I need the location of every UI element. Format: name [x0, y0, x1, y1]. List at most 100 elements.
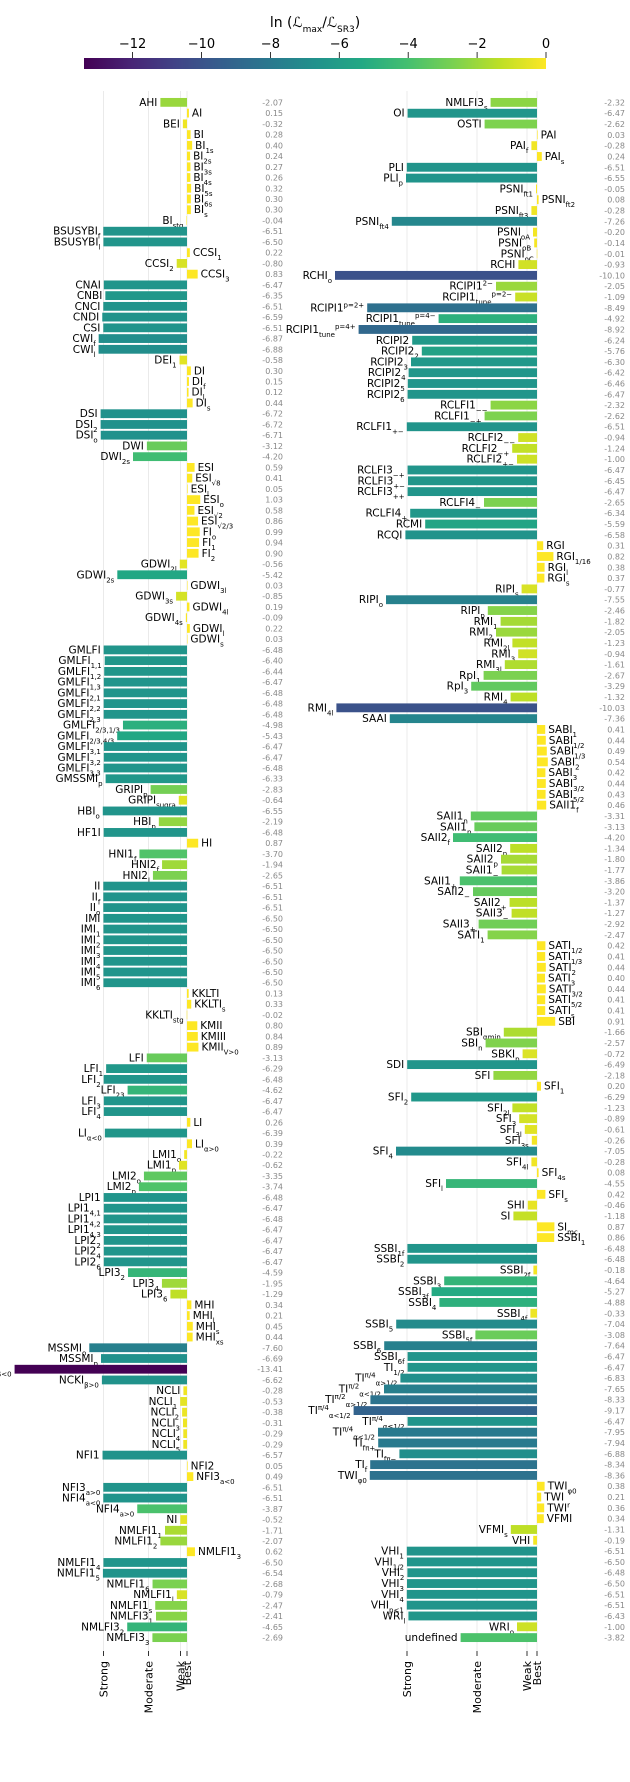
value-label: -1.61 — [604, 661, 625, 670]
value-label: 0.21 — [607, 1493, 625, 1502]
value-label: -6.47 — [604, 488, 625, 497]
value-label: -6.50 — [262, 925, 283, 934]
value-label: -6.51 — [262, 904, 283, 913]
bar — [537, 573, 545, 583]
value-label: -0.19 — [604, 1536, 625, 1545]
value-label: -8.36 — [604, 1471, 625, 1480]
bar — [510, 692, 537, 702]
bar — [537, 746, 547, 756]
category-label: RMI4l — [308, 702, 334, 717]
category-label: CCSI1 — [193, 247, 222, 262]
value-label: -1.27 — [604, 909, 625, 918]
category-label: SATIs — [548, 1005, 575, 1020]
category-label: RCLFI2−− — [468, 432, 516, 447]
value-label: -6.48 — [604, 1569, 625, 1578]
value-label: -3.82 — [604, 1634, 625, 1643]
bar — [152, 1633, 187, 1643]
bar — [478, 919, 537, 929]
bar — [537, 952, 546, 961]
value-label: 0.49 — [265, 1473, 283, 1482]
category-label: WRIo — [489, 1621, 514, 1636]
value-label: -1.23 — [604, 639, 625, 648]
bar — [400, 1373, 537, 1383]
bar — [412, 335, 537, 345]
value-label: 0.82 — [607, 552, 625, 561]
bar — [537, 768, 546, 778]
value-label: -0.33 — [604, 1309, 625, 1318]
bar — [98, 334, 187, 343]
category-label: NMLFI15 — [57, 1568, 100, 1583]
value-label: 0.90 — [265, 549, 283, 558]
value-label: -4.64 — [604, 1277, 625, 1286]
value-label: -0.53 — [262, 1397, 283, 1406]
category-label: VHI3 — [381, 1578, 404, 1593]
bar — [187, 151, 191, 161]
value-label: -4.55 — [604, 1180, 625, 1189]
value-label: 0.03 — [607, 131, 625, 140]
bar — [407, 1254, 537, 1264]
category-label: SSBI6 — [353, 1340, 382, 1355]
category-label: OI — [393, 108, 404, 120]
bar — [139, 849, 187, 859]
category-label: NFI3a<0 — [196, 1471, 234, 1486]
category-label: DEI1 — [154, 355, 176, 370]
bar — [537, 995, 546, 1005]
value-label: -6.47 — [604, 1417, 625, 1426]
bar — [537, 1222, 555, 1232]
value-label: -6.48 — [604, 1244, 625, 1253]
value-label: -0.28 — [262, 1387, 283, 1396]
value-label: -6.47 — [262, 678, 283, 687]
value-label: -5.42 — [262, 571, 283, 580]
value-label: -6.51 — [604, 423, 625, 432]
bar — [103, 828, 187, 837]
value-label: -6.29 — [604, 1093, 625, 1102]
value-label: -6.51 — [262, 882, 283, 891]
category-label: KMII — [200, 1020, 222, 1032]
bar — [336, 703, 537, 713]
bar — [103, 892, 187, 902]
value-label: -2.05 — [604, 628, 625, 637]
bar — [102, 312, 187, 322]
value-label: -5.59 — [604, 520, 625, 529]
value-label: -6.51 — [604, 1547, 625, 1556]
bar — [411, 1092, 537, 1102]
value-label: 0.42 — [607, 942, 625, 951]
category-label: CNAI — [75, 279, 100, 291]
bar — [533, 1535, 537, 1545]
category-label: SFI1 — [544, 1081, 564, 1096]
value-label: -6.29 — [262, 1065, 283, 1074]
category-label: DI — [194, 365, 205, 377]
category-label: DSIo — [76, 430, 98, 445]
bar — [152, 1579, 187, 1589]
category-label: SAII1p — [440, 821, 472, 836]
category-label: SSBI3f — [398, 1286, 429, 1301]
category-label: RCLFI1−− — [440, 400, 488, 415]
value-label: 0.84 — [265, 1032, 283, 1041]
value-label: -0.32 — [262, 120, 283, 129]
value-label: -4.20 — [604, 834, 625, 843]
bar — [396, 1319, 537, 1329]
bar — [187, 505, 195, 515]
value-label: -4.88 — [604, 1298, 625, 1307]
value-label: 0.80 — [265, 1022, 283, 1031]
bar — [183, 1439, 187, 1449]
value-label: -6.47 — [262, 1226, 283, 1235]
bar — [165, 1525, 187, 1535]
bar — [537, 725, 546, 734]
value-label: -2.62 — [604, 412, 625, 421]
value-label: -6.47 — [604, 466, 625, 475]
category-label: GDWIs — [190, 634, 224, 649]
value-label: -0.52 — [262, 1516, 283, 1525]
bar — [162, 860, 187, 870]
value-label: -6.48 — [262, 1193, 283, 1202]
category-label: CCSI3 — [201, 269, 230, 284]
value-label: -6.46 — [604, 379, 625, 388]
colorbar-tick-label: −4 — [399, 37, 418, 52]
value-label: 0.38 — [607, 563, 625, 572]
category-label: CNBI — [77, 290, 103, 302]
value-label: -6.51 — [262, 893, 283, 902]
value-label: -6.87 — [262, 335, 283, 344]
bar — [407, 487, 537, 497]
category-label: RIPIp — [461, 605, 486, 620]
value-label: -6.50 — [604, 1580, 625, 1589]
